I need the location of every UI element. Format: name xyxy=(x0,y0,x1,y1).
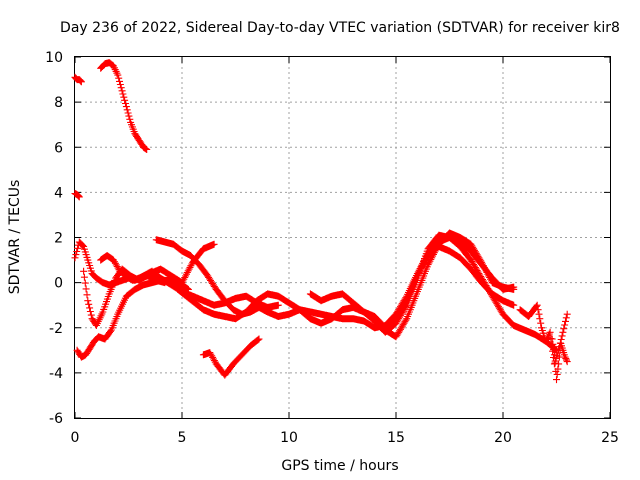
series-arc-12 xyxy=(199,335,263,379)
data-points xyxy=(71,59,571,384)
axis-ticks: 0 5 10 15 20 25 -6 -4 -2 0 2 4 6 8 10 xyxy=(45,50,619,446)
y-axis-label: SDTVAR / TECUs xyxy=(7,180,23,295)
x-tick-label: 20 xyxy=(494,430,512,446)
y-tick-label: 0 xyxy=(54,276,63,292)
y-tick-label: -4 xyxy=(49,366,63,382)
y-tick-label: 4 xyxy=(54,185,63,201)
x-tick-label: 15 xyxy=(387,430,405,446)
y-tick-label: 6 xyxy=(54,140,63,156)
x-tick-label: 10 xyxy=(280,430,298,446)
y-tick-label: 8 xyxy=(54,95,63,111)
plot-frame xyxy=(74,56,611,419)
series-arc-7 xyxy=(97,252,169,287)
x-tick-label: 5 xyxy=(178,430,187,446)
series-arc-9 xyxy=(174,231,560,354)
x-tick-label: 0 xyxy=(71,430,80,446)
y-tick-label: 10 xyxy=(45,50,63,66)
series-arc-11 xyxy=(360,229,518,341)
series-arc-1 xyxy=(71,73,85,86)
chart-title: Day 236 of 2022, Sidereal Day-to-day VTE… xyxy=(60,20,620,36)
grid-lines xyxy=(75,57,610,418)
series-arc-13 xyxy=(516,301,571,368)
x-tick-label: 25 xyxy=(601,430,619,446)
x-axis-label: GPS time / hours xyxy=(281,458,398,474)
y-tick-label: 2 xyxy=(54,231,63,247)
series-arc-14 xyxy=(548,335,571,384)
y-tick-label: -2 xyxy=(49,321,63,337)
y-tick-label: -6 xyxy=(49,411,63,427)
series-arc-3 xyxy=(71,190,83,201)
series-arc-2 xyxy=(97,59,151,153)
